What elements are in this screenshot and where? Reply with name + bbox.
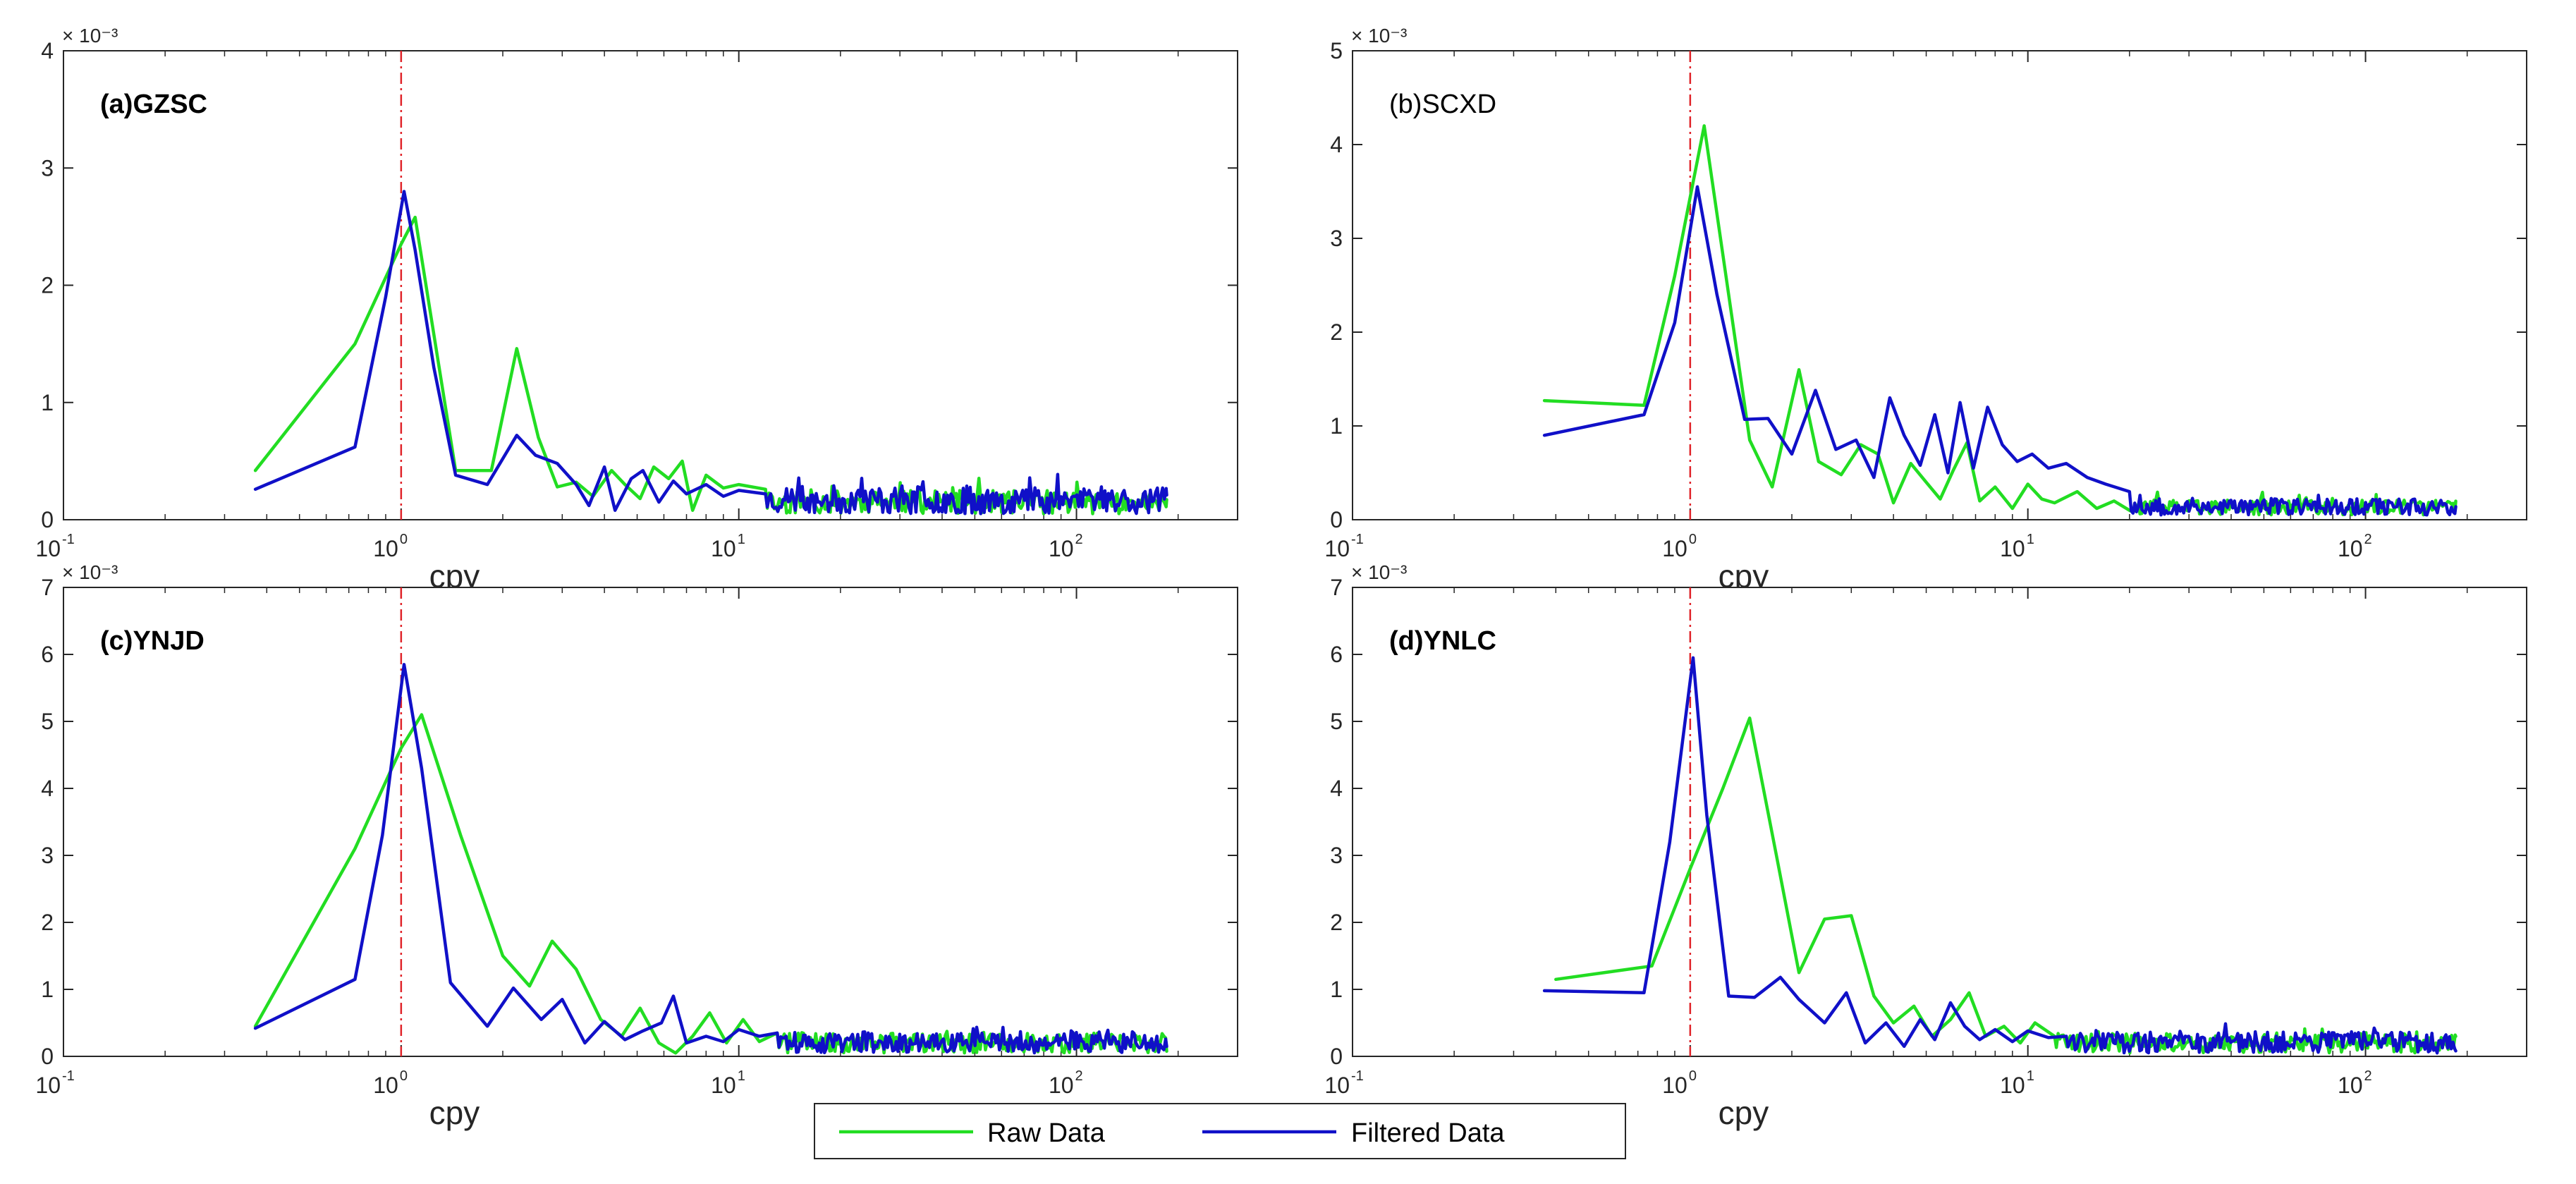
x-tick-exponent: 0 bbox=[1689, 1068, 1697, 1084]
x-axis-label: cpy bbox=[429, 1094, 480, 1131]
x-axis-label: cpy bbox=[1719, 1094, 1769, 1131]
legend: Raw Data Filtered Data bbox=[814, 1103, 1626, 1159]
y-tick-label: 4 bbox=[41, 38, 54, 63]
y-scale-label: × 10⁻³ bbox=[62, 25, 118, 47]
x-tick-exponent: 1 bbox=[738, 1068, 745, 1084]
y-tick-label: 5 bbox=[1330, 709, 1343, 734]
x-tick-exponent: -1 bbox=[62, 1068, 75, 1084]
y-tick-label: 4 bbox=[1330, 776, 1343, 801]
x-tick-exponent: 0 bbox=[400, 532, 408, 547]
y-tick-label: 1 bbox=[41, 390, 54, 415]
x-tick-label: 10 bbox=[1049, 1073, 1074, 1098]
y-tick-label: 0 bbox=[1330, 1044, 1343, 1069]
x-tick-label: 10 bbox=[373, 536, 398, 561]
y-tick-label: 2 bbox=[41, 273, 54, 298]
x-tick-label: 10 bbox=[1662, 1073, 1687, 1098]
y-tick-label: 7 bbox=[41, 575, 54, 600]
legend-filtered-label: Filtered Data bbox=[1351, 1118, 1505, 1148]
x-tick-exponent: 2 bbox=[2364, 1068, 2372, 1084]
y-tick-label: 4 bbox=[1330, 132, 1343, 157]
y-tick-label: 6 bbox=[41, 642, 54, 667]
x-tick-label: 10 bbox=[35, 1073, 61, 1098]
x-tick-label: 10 bbox=[2000, 536, 2025, 561]
y-tick-label: 4 bbox=[41, 776, 54, 801]
x-tick-exponent: 2 bbox=[1075, 1068, 1083, 1084]
x-tick-exponent: -1 bbox=[62, 532, 75, 547]
x-tick-label: 10 bbox=[711, 1073, 736, 1098]
x-tick-label: 10 bbox=[2338, 536, 2363, 561]
y-tick-label: 2 bbox=[1330, 319, 1343, 345]
x-tick-exponent: 1 bbox=[738, 532, 745, 547]
x-tick-exponent: 1 bbox=[2027, 1068, 2034, 1084]
x-tick-label: 10 bbox=[711, 536, 736, 561]
y-tick-label: 3 bbox=[41, 843, 54, 868]
x-tick-exponent: 1 bbox=[2027, 532, 2034, 547]
legend-raw-label: Raw Data bbox=[987, 1118, 1106, 1148]
plot-frame bbox=[63, 50, 1238, 520]
y-tick-label: 1 bbox=[1330, 413, 1343, 439]
plot-frame bbox=[63, 587, 1238, 1057]
y-tick-label: 3 bbox=[41, 155, 54, 181]
y-tick-label: 1 bbox=[41, 977, 54, 1002]
series-filtered-line bbox=[253, 190, 1168, 515]
y-tick-label: 0 bbox=[1330, 507, 1343, 532]
x-tick-label: 10 bbox=[1324, 1073, 1350, 1098]
y-scale-label: × 10⁻³ bbox=[1351, 561, 1407, 583]
x-tick-label: 10 bbox=[1662, 536, 1687, 561]
panel-title: (b)SCXD bbox=[1389, 90, 1496, 119]
x-tick-label: 10 bbox=[35, 536, 61, 561]
x-tick-exponent: -1 bbox=[1351, 532, 1364, 547]
y-tick-label: 0 bbox=[41, 507, 54, 532]
x-tick-exponent: 0 bbox=[400, 1068, 408, 1084]
x-tick-exponent: 2 bbox=[2364, 532, 2372, 547]
y-tick-label: 3 bbox=[1330, 226, 1343, 251]
x-tick-label: 10 bbox=[1324, 536, 1350, 561]
panel-title: (d)YNLC bbox=[1389, 626, 1496, 656]
x-tick-label: 10 bbox=[373, 1073, 398, 1098]
panel-title: (c)YNJD bbox=[100, 626, 205, 656]
y-tick-label: 3 bbox=[1330, 843, 1343, 868]
series-filtered-line bbox=[1542, 185, 2458, 517]
series-filtered-line bbox=[1542, 656, 2458, 1055]
y-tick-label: 0 bbox=[41, 1044, 54, 1069]
y-tick-label: 6 bbox=[1330, 642, 1343, 667]
y-tick-label: 2 bbox=[41, 910, 54, 935]
y-tick-label: 5 bbox=[1330, 38, 1343, 63]
y-scale-label: × 10⁻³ bbox=[62, 561, 118, 583]
series-filtered-line bbox=[253, 663, 1168, 1055]
plot-frame bbox=[1352, 50, 2527, 520]
x-tick-label: 10 bbox=[2000, 1073, 2025, 1098]
x-tick-label: 10 bbox=[2338, 1073, 2363, 1098]
y-tick-label: 5 bbox=[41, 709, 54, 734]
x-tick-exponent: 2 bbox=[1075, 532, 1083, 547]
panel-title: (a)GZSC bbox=[100, 90, 207, 119]
y-tick-label: 1 bbox=[1330, 977, 1343, 1002]
plot-frame bbox=[1352, 587, 2527, 1057]
x-tick-exponent: -1 bbox=[1351, 1068, 1364, 1084]
x-tick-label: 10 bbox=[1049, 536, 1074, 561]
y-tick-label: 7 bbox=[1330, 575, 1343, 600]
x-tick-exponent: 0 bbox=[1689, 532, 1697, 547]
y-scale-label: × 10⁻³ bbox=[1351, 25, 1407, 47]
y-tick-label: 2 bbox=[1330, 910, 1343, 935]
